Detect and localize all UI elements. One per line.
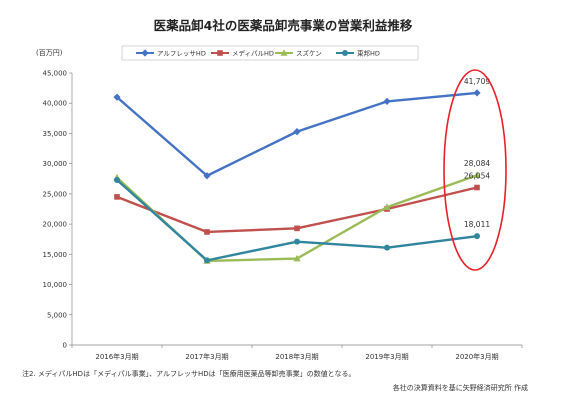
y-tick-label: 45,000 xyxy=(43,70,68,78)
legend-label: スズケン xyxy=(296,48,322,57)
data-point xyxy=(383,97,391,106)
y-tick-label: 5,000 xyxy=(47,311,67,319)
data-point xyxy=(204,257,210,264)
y-tick-label: 40,000 xyxy=(43,100,68,108)
highlight-ellipse xyxy=(443,69,507,271)
highlight xyxy=(443,69,507,271)
source-credit: 各社の決算資料を基に矢野経済研究所 作成 xyxy=(393,383,528,392)
legend-marker xyxy=(280,49,288,56)
x-tick-label: 2019年3月期 xyxy=(365,352,408,361)
x-tick-label: 2017年3月期 xyxy=(185,352,228,361)
data-label: 18,011 xyxy=(464,220,490,229)
x-tick-label: 2016年3月期 xyxy=(95,352,138,361)
x-tick-label: 2020年3月期 xyxy=(455,352,498,361)
footnote: 注2. メディパルHDは「メディパル事業」、アルフレッサHDは「医療用医薬品等卸… xyxy=(22,369,355,378)
y-tick-label: 30,000 xyxy=(43,160,68,168)
data-label: 26,054 xyxy=(464,172,490,181)
data-point xyxy=(474,233,480,240)
data-point xyxy=(473,89,481,97)
legend-item: メディパルHD xyxy=(211,48,274,57)
series-line xyxy=(116,179,478,262)
legend: アルフレッサHD メディパルHD スズケン 東邦HD xyxy=(121,45,419,61)
legend-marker xyxy=(217,50,223,56)
series-1 xyxy=(113,89,481,180)
data-point xyxy=(293,128,301,136)
data-labels: 41,709 28,084 26,054 18,011 xyxy=(464,77,490,229)
y-axis: 0 5,000 10,000 15,000 20,000 25,000 30,000 35,0… xyxy=(43,70,73,350)
y-axis-unit: (百万円) xyxy=(36,49,63,57)
legend-item: スズケン xyxy=(275,48,322,57)
x-axis: 2016年3月期 2017年3月期 2018年3月期 2019年3月期 2020年3月期 xyxy=(71,344,523,361)
legend-item: アルフレッサHD xyxy=(136,49,206,57)
y-tick-label: 35,000 xyxy=(43,130,68,138)
data-point xyxy=(383,203,391,210)
data-point xyxy=(294,238,300,245)
data-point xyxy=(384,244,390,251)
chart-title: 医薬品卸4社の医薬品卸売事業の営業利益推移 xyxy=(154,18,413,33)
series-4 xyxy=(114,176,480,264)
y-tick-label: 25,000 xyxy=(43,190,68,198)
legend-label: メディパルHD xyxy=(232,48,274,57)
data-label: 41,709 xyxy=(464,77,490,86)
data-point xyxy=(474,184,480,191)
x-tick-label: 2018年3月期 xyxy=(275,352,318,361)
data-point xyxy=(473,171,481,179)
data-point xyxy=(294,225,300,232)
legend-item: 東邦HD xyxy=(336,48,380,57)
y-tick-label: 0 xyxy=(63,342,67,350)
data-point xyxy=(204,229,210,235)
y-tick-label: 20,000 xyxy=(43,221,68,229)
data-point xyxy=(114,194,120,200)
legend-marker xyxy=(141,49,149,57)
series-layer xyxy=(113,89,481,264)
legend-marker xyxy=(342,50,348,56)
legend-box xyxy=(121,45,419,61)
data-label: 28,084 xyxy=(464,159,490,168)
data-point xyxy=(113,93,121,101)
legend-label: アルフレッサHD xyxy=(157,49,206,57)
legend-label: 東邦HD xyxy=(357,48,380,57)
y-tick-label: 10,000 xyxy=(43,281,68,289)
data-point xyxy=(203,172,211,180)
data-point xyxy=(114,176,120,183)
data-point xyxy=(293,254,301,262)
y-tick-label: 15,000 xyxy=(43,251,68,259)
